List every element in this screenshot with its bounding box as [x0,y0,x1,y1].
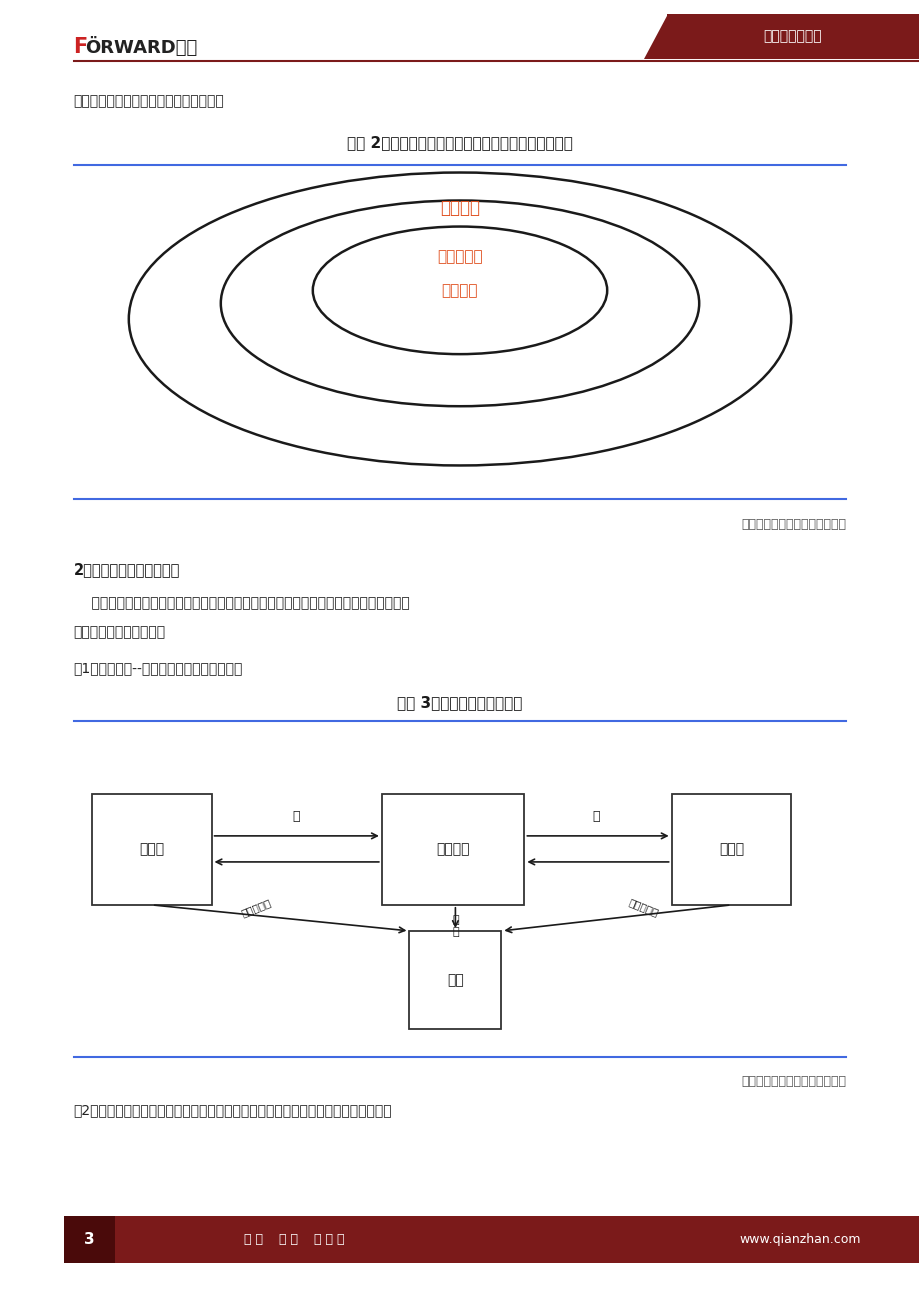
Polygon shape [115,1216,129,1263]
FancyBboxPatch shape [92,794,211,905]
Text: 经销商: 经销商 [718,842,743,857]
Text: 资料来源：前瞻产业研究院整理: 资料来源：前瞻产业研究院整理 [741,1075,845,1088]
Text: 2、与传统金融模式的区别: 2、与传统金融模式的区别 [74,562,180,578]
Text: 供应链金融: 供应链金融 [437,249,482,264]
Text: 供应链金融和传统金融的区别主要体现在对风险的控制、授信的灵活度等方面，具体情: 供应链金融和传统金融的区别主要体现在对风险的控制、授信的灵活度等方面，具体情 [74,596,409,611]
FancyBboxPatch shape [64,1216,115,1263]
Text: 差异化贷款: 差异化贷款 [239,897,272,918]
Text: 银行: 银行 [447,973,463,987]
Text: 供: 供 [292,810,300,823]
Text: 物流金融: 物流金融 [441,283,478,298]
Text: 供应商: 供应商 [139,842,165,857]
Polygon shape [643,14,667,59]
Text: www.qianzhan.com: www.qianzhan.com [739,1233,860,1246]
Text: （2）供应链金融：商业银行根据产业特点，围绕供应链上核心企业，基于交易过程向: （2）供应链金融：商业银行根据产业特点，围绕供应链上核心企业，基于交易过程向 [74,1103,391,1117]
Text: ÖRWARD前瞻: ÖRWARD前瞻 [85,36,198,57]
Text: 客 观    中 性    建 设 性: 客 观 中 性 建 设 性 [244,1233,345,1246]
Text: F: F [74,36,87,57]
Text: 图表 3：传统金融的融资模式: 图表 3：传统金融的融资模式 [397,695,522,711]
Text: 资料来源：前瞻产业研究院整理: 资料来源：前瞻产业研究院整理 [741,518,845,531]
Text: 产业金融: 产业金融 [439,199,480,217]
Text: 前瞻产业研究院: 前瞻产业研究院 [763,30,822,43]
Ellipse shape [129,173,790,466]
Text: 况如下面两个图表所示。: 况如下面两个图表所示。 [74,625,165,639]
Text: 核心企业: 核心企业 [436,842,470,857]
Text: 图表 2：供应链金融、产业金融和物流金融之间的关系: 图表 2：供应链金融、产业金融和物流金融之间的关系 [346,135,573,151]
Text: （1）传统金融--孤立的关注企业和业务本身: （1）传统金融--孤立的关注企业和业务本身 [74,661,243,676]
Text: 3: 3 [84,1232,95,1247]
FancyBboxPatch shape [409,931,501,1029]
Text: 优
惠: 优 惠 [451,915,459,937]
Text: 销: 销 [592,810,599,823]
Ellipse shape [221,201,698,406]
Text: 差异化贷款: 差异化贷款 [627,897,660,918]
FancyBboxPatch shape [671,794,790,905]
Text: 图所示，三者从在一定程度的从属关系。: 图所示，三者从在一定程度的从属关系。 [74,94,224,108]
FancyBboxPatch shape [666,14,919,59]
Ellipse shape [312,227,607,354]
FancyBboxPatch shape [64,1216,919,1263]
FancyBboxPatch shape [381,794,524,905]
